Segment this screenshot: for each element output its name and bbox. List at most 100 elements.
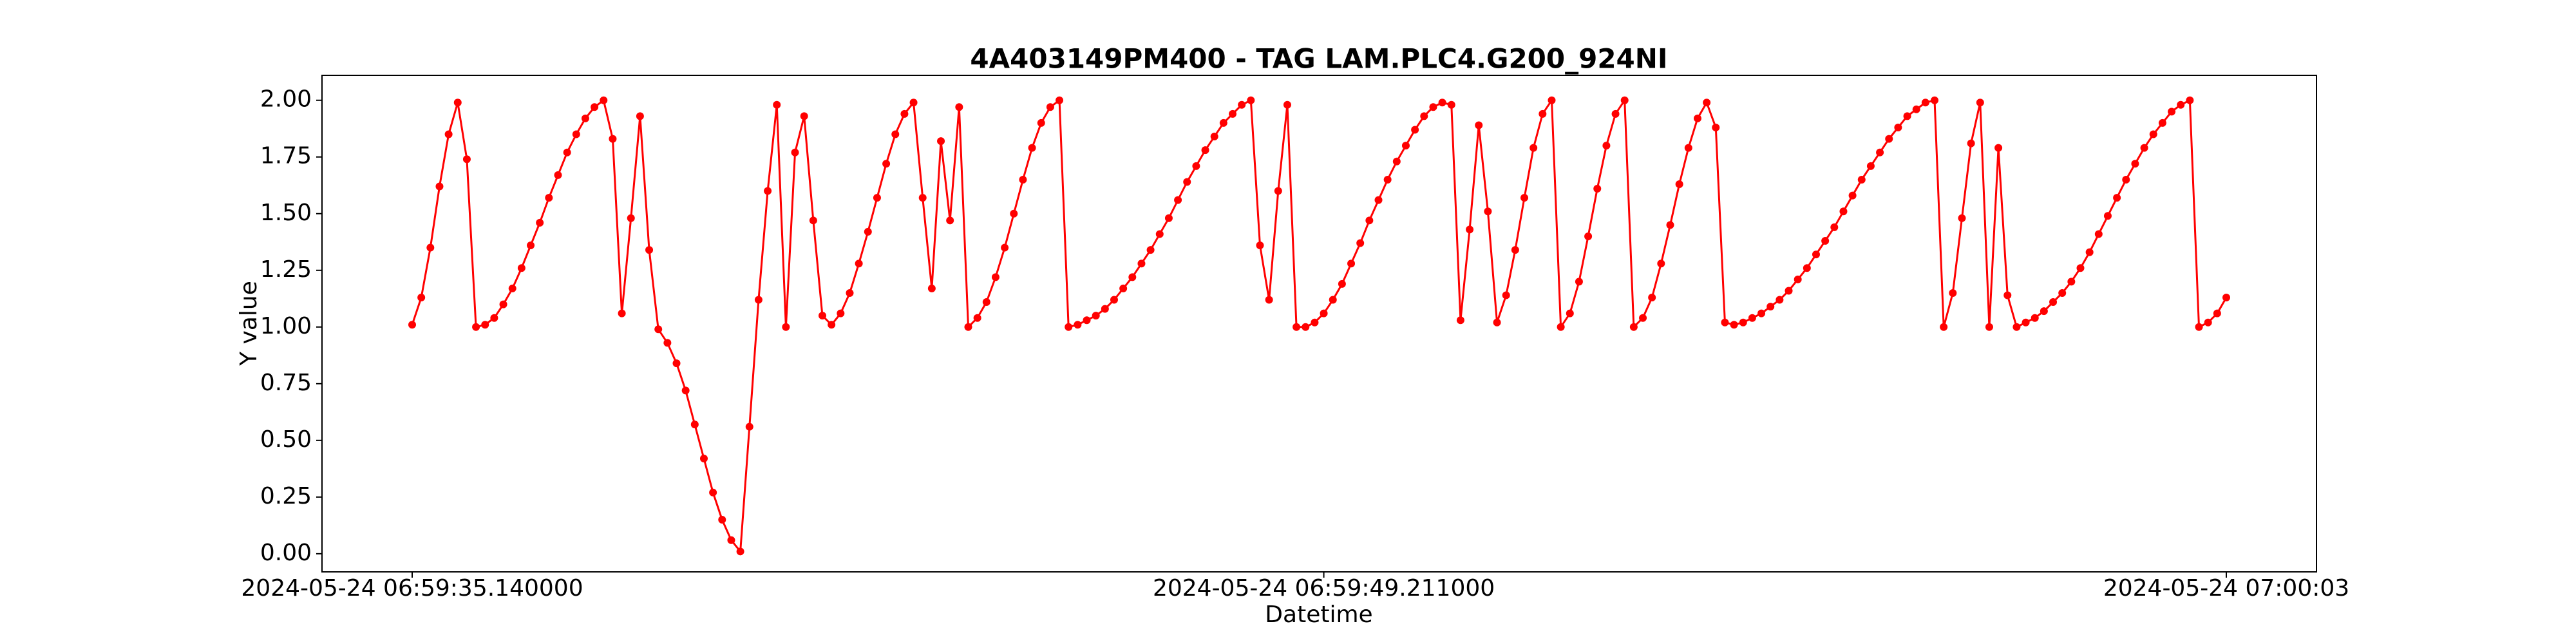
data-point bbox=[1192, 162, 1200, 170]
data-point bbox=[1885, 135, 1893, 143]
data-point bbox=[1712, 123, 1720, 131]
data-point bbox=[2177, 100, 2185, 109]
data-point bbox=[2049, 298, 2058, 307]
y-tick-label: 0.25 bbox=[260, 483, 312, 509]
data-point bbox=[1520, 194, 1529, 202]
data-point bbox=[1420, 112, 1428, 120]
data-point bbox=[472, 323, 480, 331]
data-point bbox=[581, 114, 589, 122]
data-point bbox=[1548, 96, 1556, 104]
data-point bbox=[1311, 318, 1319, 327]
data-point bbox=[955, 103, 963, 111]
data-point bbox=[1392, 157, 1401, 166]
data-point bbox=[1356, 239, 1365, 247]
data-point bbox=[1429, 103, 1437, 111]
data-point bbox=[828, 321, 836, 329]
data-point bbox=[2113, 194, 2121, 202]
data-point bbox=[973, 314, 981, 322]
data-point bbox=[663, 339, 672, 347]
data-point bbox=[819, 312, 827, 320]
plot-frame bbox=[321, 75, 2317, 573]
y-axis-label: Y value bbox=[236, 281, 262, 366]
data-point bbox=[2131, 160, 2139, 168]
data-point bbox=[2140, 144, 2148, 152]
data-point bbox=[1557, 323, 1565, 331]
data-point bbox=[754, 296, 762, 304]
data-point bbox=[809, 216, 817, 225]
data-point bbox=[2195, 323, 2203, 331]
data-point bbox=[1265, 296, 1273, 304]
data-point bbox=[1201, 146, 1209, 155]
data-point bbox=[1475, 121, 1483, 129]
data-point bbox=[1876, 148, 1884, 156]
data-point bbox=[1639, 314, 1647, 322]
data-point bbox=[1602, 142, 1611, 150]
data-point bbox=[690, 421, 699, 429]
data-point bbox=[1128, 273, 1137, 281]
data-point bbox=[1830, 223, 1839, 231]
data-point bbox=[718, 516, 726, 524]
data-point bbox=[1447, 100, 1455, 109]
data-point bbox=[654, 325, 663, 334]
data-point bbox=[645, 246, 654, 254]
data-point bbox=[1903, 112, 1911, 120]
data-point bbox=[672, 359, 681, 368]
data-point bbox=[1776, 296, 1784, 304]
data-point bbox=[2012, 323, 2021, 331]
data-point bbox=[636, 112, 644, 120]
data-point bbox=[1921, 99, 1929, 107]
data-point bbox=[773, 100, 781, 109]
data-point bbox=[1374, 196, 1383, 204]
data-point bbox=[1648, 294, 1656, 302]
data-point bbox=[900, 109, 909, 118]
data-point bbox=[1675, 180, 1683, 188]
data-point bbox=[1083, 316, 1091, 325]
data-point bbox=[1411, 126, 1419, 134]
data-point bbox=[453, 99, 462, 107]
data-point bbox=[1283, 100, 1291, 109]
data-point bbox=[764, 187, 772, 195]
data-point bbox=[946, 216, 954, 225]
data-point bbox=[1493, 318, 1501, 327]
data-point bbox=[1912, 105, 1920, 113]
data-point bbox=[2168, 108, 2176, 116]
data-point bbox=[2003, 291, 2012, 299]
data-point bbox=[1693, 114, 1701, 122]
data-point bbox=[964, 323, 972, 331]
data-point bbox=[699, 454, 708, 462]
data-point bbox=[991, 273, 999, 281]
data-point bbox=[1383, 175, 1392, 184]
data-point bbox=[937, 137, 945, 146]
data-point bbox=[2040, 307, 2048, 316]
data-point bbox=[1484, 207, 1492, 216]
data-point bbox=[1730, 321, 1738, 329]
data-point bbox=[1256, 242, 1264, 250]
data-point bbox=[1748, 314, 1756, 322]
y-tick-label: 1.75 bbox=[260, 143, 312, 169]
data-point bbox=[1274, 187, 1282, 195]
data-point bbox=[1620, 96, 1629, 104]
data-point bbox=[408, 321, 416, 329]
data-point bbox=[1065, 323, 1073, 331]
data-point bbox=[782, 323, 790, 331]
data-point bbox=[1848, 191, 1857, 200]
data-point bbox=[572, 130, 580, 138]
data-point bbox=[1657, 260, 1665, 268]
data-point bbox=[609, 135, 617, 143]
data-point bbox=[1839, 207, 1848, 216]
data-point bbox=[1155, 230, 1164, 238]
data-point bbox=[426, 243, 435, 252]
data-point bbox=[1766, 303, 1775, 311]
data-point bbox=[736, 547, 744, 556]
data-point bbox=[2103, 212, 2112, 220]
x-axis-label: Datetime bbox=[1265, 601, 1372, 628]
data-point bbox=[1976, 99, 1984, 107]
x-tick-label: 2024-05-24 07:00:03 bbox=[2103, 575, 2349, 601]
data-point bbox=[1931, 96, 1939, 104]
data-point bbox=[1028, 144, 1036, 152]
data-point bbox=[1347, 260, 1356, 268]
data-point bbox=[709, 488, 717, 497]
data-point bbox=[1019, 175, 1027, 184]
data-point bbox=[1502, 291, 1510, 299]
